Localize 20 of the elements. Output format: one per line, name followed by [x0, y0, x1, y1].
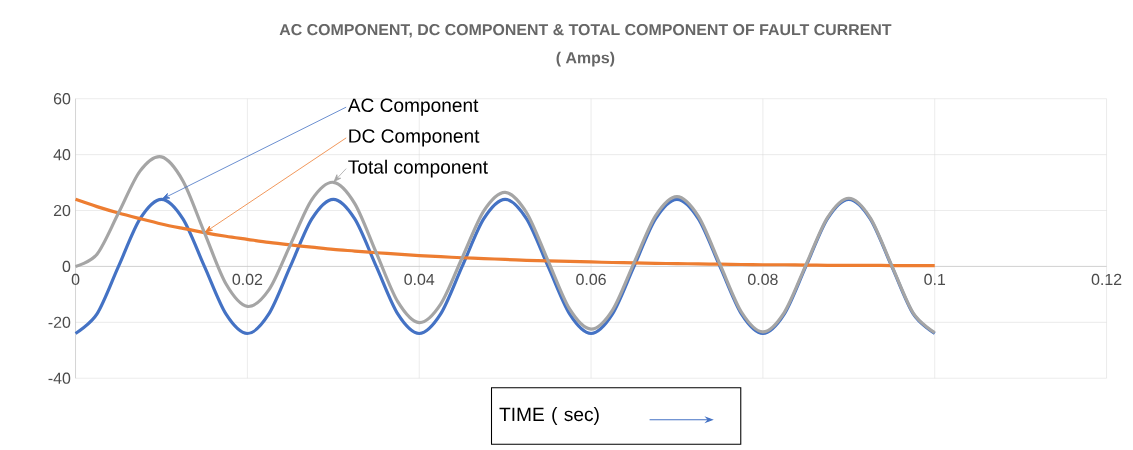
x-tick-label: 0.02	[232, 273, 263, 286]
y-tick-label: -20	[48, 316, 71, 328]
x-tick-label: 0.04	[404, 273, 435, 286]
y-tick-label: 40	[53, 149, 71, 161]
x-tick-label: 0.06	[576, 273, 606, 286]
y-tick-label: 60	[53, 93, 71, 105]
y-tick-label: 20	[53, 204, 71, 217]
x-axis-title: TIME ( sec)	[499, 407, 599, 425]
y-tick-label: -40	[48, 372, 71, 384]
line-series	[73, 197, 937, 268]
chart-title: AC COMPONENT, DC COMPONENT & TOTAL COMPONENT OF FAULT CURRENT	[279, 23, 892, 38]
x-tick-label: 0.12	[1091, 273, 1122, 286]
chart-subtitle: ( Amps)	[556, 51, 615, 67]
text: DC Component	[349, 129, 480, 147]
x-tick-label: 0.08	[748, 273, 778, 286]
x-tick-label: 0	[71, 273, 80, 286]
y-tick-label: 0	[62, 260, 71, 273]
legend-label: Total component	[348, 159, 488, 178]
x-tick-label: 0.1	[924, 273, 946, 286]
text: AC Component	[347, 98, 479, 116]
